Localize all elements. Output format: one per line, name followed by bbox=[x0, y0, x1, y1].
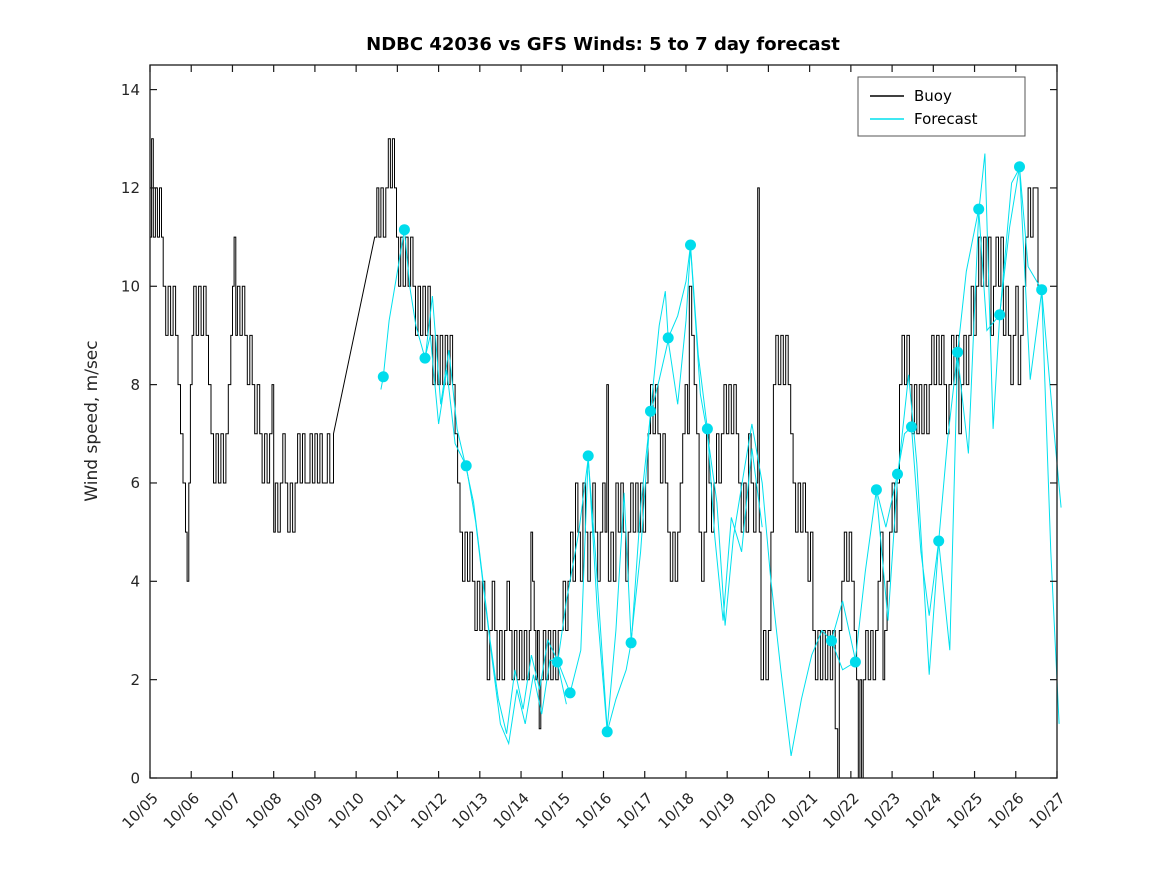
x-tick-label: 10/12 bbox=[407, 789, 450, 832]
x-tick-label: 10/21 bbox=[778, 789, 821, 832]
x-tick-label: 10/05 bbox=[119, 789, 162, 832]
forecast-dot bbox=[1036, 284, 1048, 296]
forecast-dot bbox=[849, 656, 861, 668]
forecast-dot bbox=[601, 726, 613, 738]
plot-series-layer bbox=[150, 138, 1062, 779]
forecast-dot bbox=[906, 421, 917, 433]
forecast-dot bbox=[662, 332, 674, 344]
x-tick-label: 10/07 bbox=[201, 789, 244, 832]
x-tick-label: 10/23 bbox=[861, 789, 904, 832]
x-tick-label: 10/14 bbox=[490, 789, 533, 832]
axes-layer: 0246810121410/0510/0610/0710/0810/0910/1… bbox=[119, 65, 1069, 832]
legend-buoy-label: Buoy bbox=[914, 87, 952, 105]
x-tick-label: 10/16 bbox=[572, 789, 615, 832]
x-tick-label: 10/06 bbox=[160, 789, 203, 832]
x-tick-label: 10/19 bbox=[696, 789, 739, 832]
y-tick-label: 12 bbox=[121, 179, 140, 197]
forecast-dot bbox=[994, 309, 1006, 321]
x-tick-label: 10/17 bbox=[613, 789, 656, 832]
x-tick-label: 10/25 bbox=[943, 789, 986, 832]
forecast-dot bbox=[892, 468, 903, 480]
x-tick-label: 10/20 bbox=[737, 789, 780, 832]
x-tick-label: 10/24 bbox=[902, 789, 945, 832]
chart-title: NDBC 42036 vs GFS Winds: 5 to 7 day fore… bbox=[366, 34, 840, 55]
forecast-dot bbox=[1014, 161, 1025, 173]
x-tick-label: 10/22 bbox=[819, 789, 862, 832]
x-tick-label: 10/18 bbox=[654, 789, 697, 832]
forecast-dot bbox=[973, 203, 985, 215]
forecast-dot bbox=[551, 656, 563, 668]
forecast-line bbox=[556, 244, 763, 729]
x-tick-label: 10/26 bbox=[984, 789, 1027, 832]
forecast-dot bbox=[645, 405, 656, 417]
forecast-dot bbox=[685, 239, 696, 251]
forecast-line bbox=[424, 296, 632, 734]
y-tick-label: 6 bbox=[130, 474, 140, 492]
forecast-dot bbox=[398, 224, 410, 236]
legend-box bbox=[857, 76, 1026, 137]
legend: Buoy Forecast bbox=[857, 76, 1026, 137]
forecast-dot bbox=[460, 460, 472, 472]
forecast-line bbox=[875, 153, 1060, 724]
x-tick-label: 10/15 bbox=[531, 789, 574, 832]
x-tick-label: 10/13 bbox=[448, 789, 491, 832]
forecast-dot bbox=[625, 637, 637, 649]
y-axis-label: Wind speed, m/sec bbox=[82, 340, 102, 501]
forecast-dot bbox=[419, 352, 431, 364]
x-tick-label: 10/27 bbox=[1026, 789, 1069, 832]
y-tick-label: 4 bbox=[130, 573, 140, 591]
x-tick-label: 10/09 bbox=[283, 789, 326, 832]
legend-forecast-label: Forecast bbox=[914, 110, 978, 128]
y-tick-label: 14 bbox=[121, 81, 140, 99]
forecast-dot bbox=[377, 371, 389, 383]
forecast-dot bbox=[701, 423, 713, 435]
y-tick-label: 0 bbox=[130, 769, 140, 787]
x-tick-label: 10/08 bbox=[242, 789, 285, 832]
forecast-line bbox=[380, 229, 567, 746]
forecast-dot bbox=[952, 346, 964, 358]
y-tick-label: 2 bbox=[130, 671, 140, 689]
forecast-dot bbox=[933, 535, 945, 547]
y-tick-label: 8 bbox=[130, 376, 140, 394]
forecast-dot bbox=[870, 484, 882, 496]
forecast-dot bbox=[582, 450, 594, 462]
x-tick-label: 10/11 bbox=[366, 789, 409, 832]
forecast-line bbox=[831, 166, 1062, 661]
axes-box bbox=[149, 64, 1058, 779]
forecast-dot bbox=[826, 635, 837, 647]
y-tick-label: 10 bbox=[121, 278, 140, 296]
buoy-line bbox=[150, 138, 1039, 779]
forecast-dot bbox=[564, 687, 576, 699]
x-tick-label: 10/10 bbox=[325, 789, 368, 832]
